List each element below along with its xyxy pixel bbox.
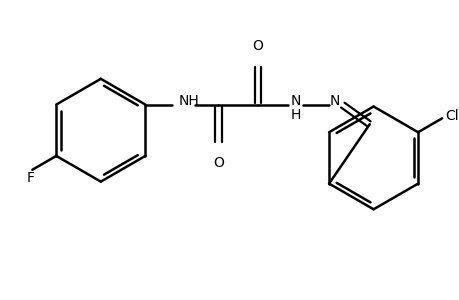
Text: N: N — [290, 94, 300, 108]
Text: NH: NH — [179, 94, 199, 108]
Text: N: N — [329, 94, 340, 108]
Text: H: H — [290, 108, 300, 122]
Text: O: O — [213, 156, 224, 170]
Text: O: O — [252, 39, 263, 53]
Text: Cl: Cl — [444, 110, 458, 123]
Text: F: F — [27, 171, 34, 185]
